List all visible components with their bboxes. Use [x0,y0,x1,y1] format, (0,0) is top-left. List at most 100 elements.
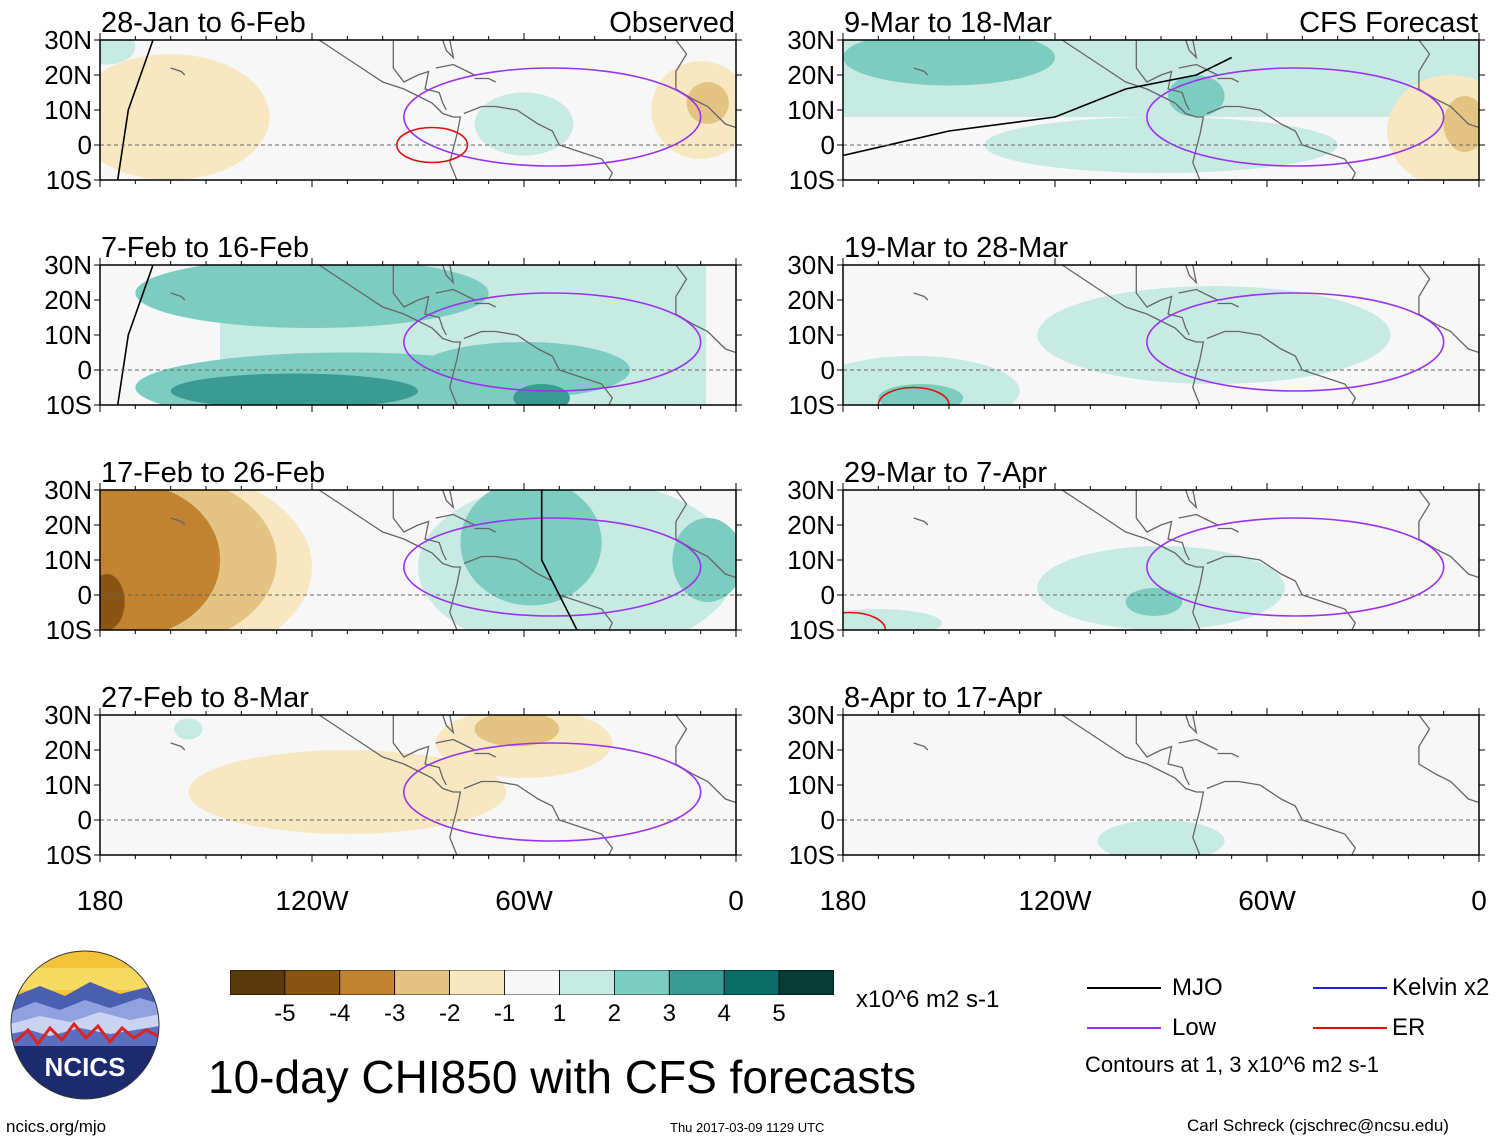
coastline [318,265,462,405]
ncics-logo-graphic: NCICS [10,950,160,1100]
low-contour [1146,517,1445,617]
chi850-chart: 30N 20N 10N 0 10S 28-Jan to 6-Feb Observed 30N 2… [44,7,1486,916]
anomaly-blob [460,490,602,606]
lat-label: 30N [44,250,92,280]
lat-label: 30N [787,25,835,55]
lat-label: 0 [821,130,835,160]
legend-swatch-er [1313,1027,1387,1029]
legend: MJO Kelvin x2 Low ER [1085,972,1505,1062]
lat-label: 10S [46,165,92,195]
lat-label: 30N [44,700,92,730]
coastline [474,527,496,533]
anomaly-blob [100,54,270,180]
anomaly-blob [513,384,570,405]
map-panel: 30N 20N 10N 0 10S 8-Apr to 17-Apr [787,682,1485,870]
colorbar-swatch [559,969,615,996]
colorbar-swatch [284,969,341,996]
anomaly-blob [1168,75,1225,117]
lon-label: 120W [275,885,349,916]
lon-label: 180 [820,885,867,916]
ncics-logo: NCICS [10,950,160,1100]
coastline [442,265,455,285]
coastline [318,715,462,855]
coastline [1178,738,1218,751]
legend-label-kelvin: Kelvin x2 [1392,974,1490,1001]
coastline [318,40,462,180]
lat-label: 30N [787,250,835,280]
panel-period: 7-Feb to 16-Feb [101,232,309,264]
lat-label: 10S [789,390,835,420]
lat-label: 30N [44,475,92,505]
anomaly-field [913,715,1479,855]
coastline [392,715,447,786]
map-panel: 30N 20N 10N 0 10S 29-Mar to 7-Apr [787,457,1485,645]
colorbar-level-label: 1 [552,1000,567,1027]
er-contour [877,386,950,405]
coastline [435,288,475,301]
legend-swatch-low [1087,1027,1161,1029]
coastline [1061,40,1205,180]
coastline [1135,715,1190,786]
coastline [913,67,929,76]
lat-label: 10N [44,320,92,350]
footer-url[interactable]: ncics.org/mjo [6,1117,107,1136]
lat-label: 10N [44,545,92,575]
mjo-contour [116,40,154,180]
legend-label-er: ER [1392,1014,1426,1041]
coastline [1135,490,1190,561]
coastline [1217,77,1239,83]
lat-label: 20N [787,510,835,540]
lat-label: 10N [787,95,835,125]
coastline [170,517,186,526]
coastline [1185,265,1198,285]
lat-label: 10N [44,770,92,800]
map-panel: 30N 20N 10N 0 10S 28-Jan to 6-Feb Observed [44,7,742,195]
map-panel: 30N 20N 10N 0 10S 19-Mar to 28-Mar [787,232,1485,420]
colorbar-level-label: -3 [384,1000,406,1027]
lat-label: 0 [78,805,92,835]
units-label: x10^6 m2 s-1 [856,986,1000,1013]
lon-label: 0 [728,885,744,916]
map-panel: 30N 20N 10N 0 10S 9-Mar to 18-Mar CFS Forecast [787,7,1485,195]
coastline [435,63,475,76]
colorbar-swatch [504,969,560,996]
lat-label: 0 [78,355,92,385]
legend-swatch-kelvin [1313,987,1387,989]
anomaly-blob [170,373,418,405]
lat-label: 20N [44,285,92,315]
lat-label: 10S [46,840,92,870]
contour-note: Contours at 1, 3 x10^6 m2 s-1 [1085,1052,1380,1077]
coastline [170,67,186,76]
legend-label-low: Low [1172,1014,1217,1041]
low-contour [403,292,702,392]
anomaly-blob [474,715,560,747]
lat-label: 20N [787,60,835,90]
colorbar-swatch [394,969,450,996]
lat-label: 20N [787,285,835,315]
lon-label: 60W [1238,885,1296,916]
panel-tag: Observed [609,7,735,39]
colorbar-swatch [668,969,725,996]
coastline [1135,40,1190,111]
mjo-contour [843,56,1233,157]
coastline [1217,527,1239,533]
anomaly-blob [100,574,125,630]
colorbar-swatch [778,969,835,996]
lat-label: 10N [787,770,835,800]
panel-period: 8-Apr to 17-Apr [844,682,1043,714]
coastline [1061,490,1205,630]
footer-timestamp: Thu 2017-03-09 1129 UTC [670,1120,825,1135]
coastline [1217,302,1239,308]
panel-tag: CFS Forecast [1299,7,1478,39]
coastline [1185,40,1198,60]
mjo-contour [116,265,154,405]
coastline [913,517,929,526]
coastline [474,302,496,308]
logo-text: NCICS [45,1052,126,1082]
low-contour [403,67,702,167]
anomaly-blob [843,40,1055,86]
legend-label-mjo: MJO [1172,974,1223,1001]
coastline [1206,780,1357,855]
lat-label: 10S [789,615,835,645]
